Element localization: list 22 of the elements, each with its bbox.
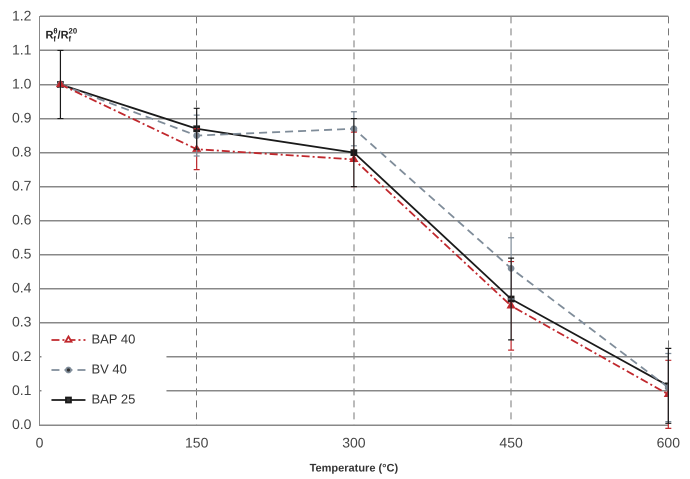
legend-label: BAP 25 (91, 392, 136, 407)
y-tick-label: 0.4 (12, 280, 32, 296)
y-tick-label: 1.0 (12, 75, 32, 92)
x-tick-label: 600 (656, 434, 680, 450)
y-tick-label: 0.6 (12, 212, 32, 228)
legend-label: BV 40 (91, 362, 127, 377)
y-tick-label: 0.9 (12, 109, 32, 126)
legend-label: BAP 40 (91, 332, 136, 347)
y-tick-label: 0.5 (12, 246, 32, 262)
y-tick-label: 0.8 (12, 143, 32, 160)
y-tick-label: 0.1 (12, 382, 32, 398)
y-tick-label: 1.1 (12, 41, 32, 58)
x-axis-title: Temperature (°C) (310, 462, 398, 474)
x-tick-label: 300 (342, 434, 366, 450)
x-tick-label: 150 (184, 434, 209, 450)
y-tick-label: 0.0 (12, 416, 32, 432)
y-tick-label: 0.7 (12, 178, 32, 194)
x-tick-label: 0 (36, 434, 44, 450)
y-tick-label: 1.2 (12, 7, 32, 24)
y-tick-label: 0.2 (12, 348, 32, 364)
x-tick-label: 450 (499, 434, 523, 450)
y-tick-label: 0.3 (12, 314, 32, 330)
